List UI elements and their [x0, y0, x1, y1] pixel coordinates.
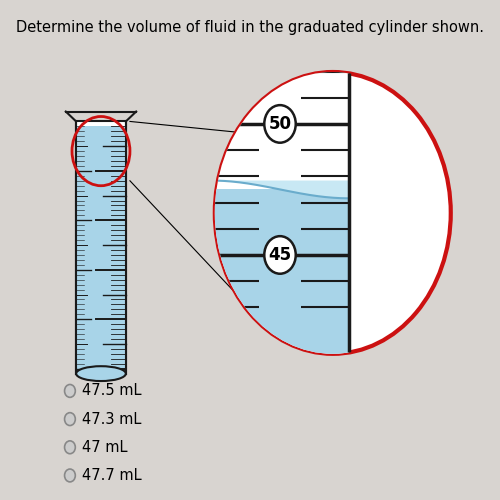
Text: 47.7 mL: 47.7 mL [82, 468, 142, 483]
Text: 45: 45 [268, 246, 291, 264]
Circle shape [264, 236, 296, 274]
Ellipse shape [76, 366, 126, 381]
Text: Determine the volume of fluid in the graduated cylinder shown.: Determine the volume of fluid in the gra… [16, 20, 484, 35]
Text: 47 mL: 47 mL [82, 440, 128, 455]
Circle shape [264, 105, 296, 142]
Circle shape [64, 412, 76, 426]
Text: 50: 50 [268, 115, 291, 133]
Text: 47.3 mL: 47.3 mL [82, 412, 142, 426]
Bar [210, 190, 350, 364]
Circle shape [64, 441, 76, 454]
Polygon shape [210, 180, 350, 198]
Bar [210, 62, 350, 364]
Bar [76, 126, 126, 374]
Circle shape [215, 72, 451, 354]
Bar [76, 122, 126, 374]
Circle shape [64, 469, 76, 482]
Text: 47.5 mL: 47.5 mL [82, 384, 142, 398]
Circle shape [64, 384, 76, 398]
